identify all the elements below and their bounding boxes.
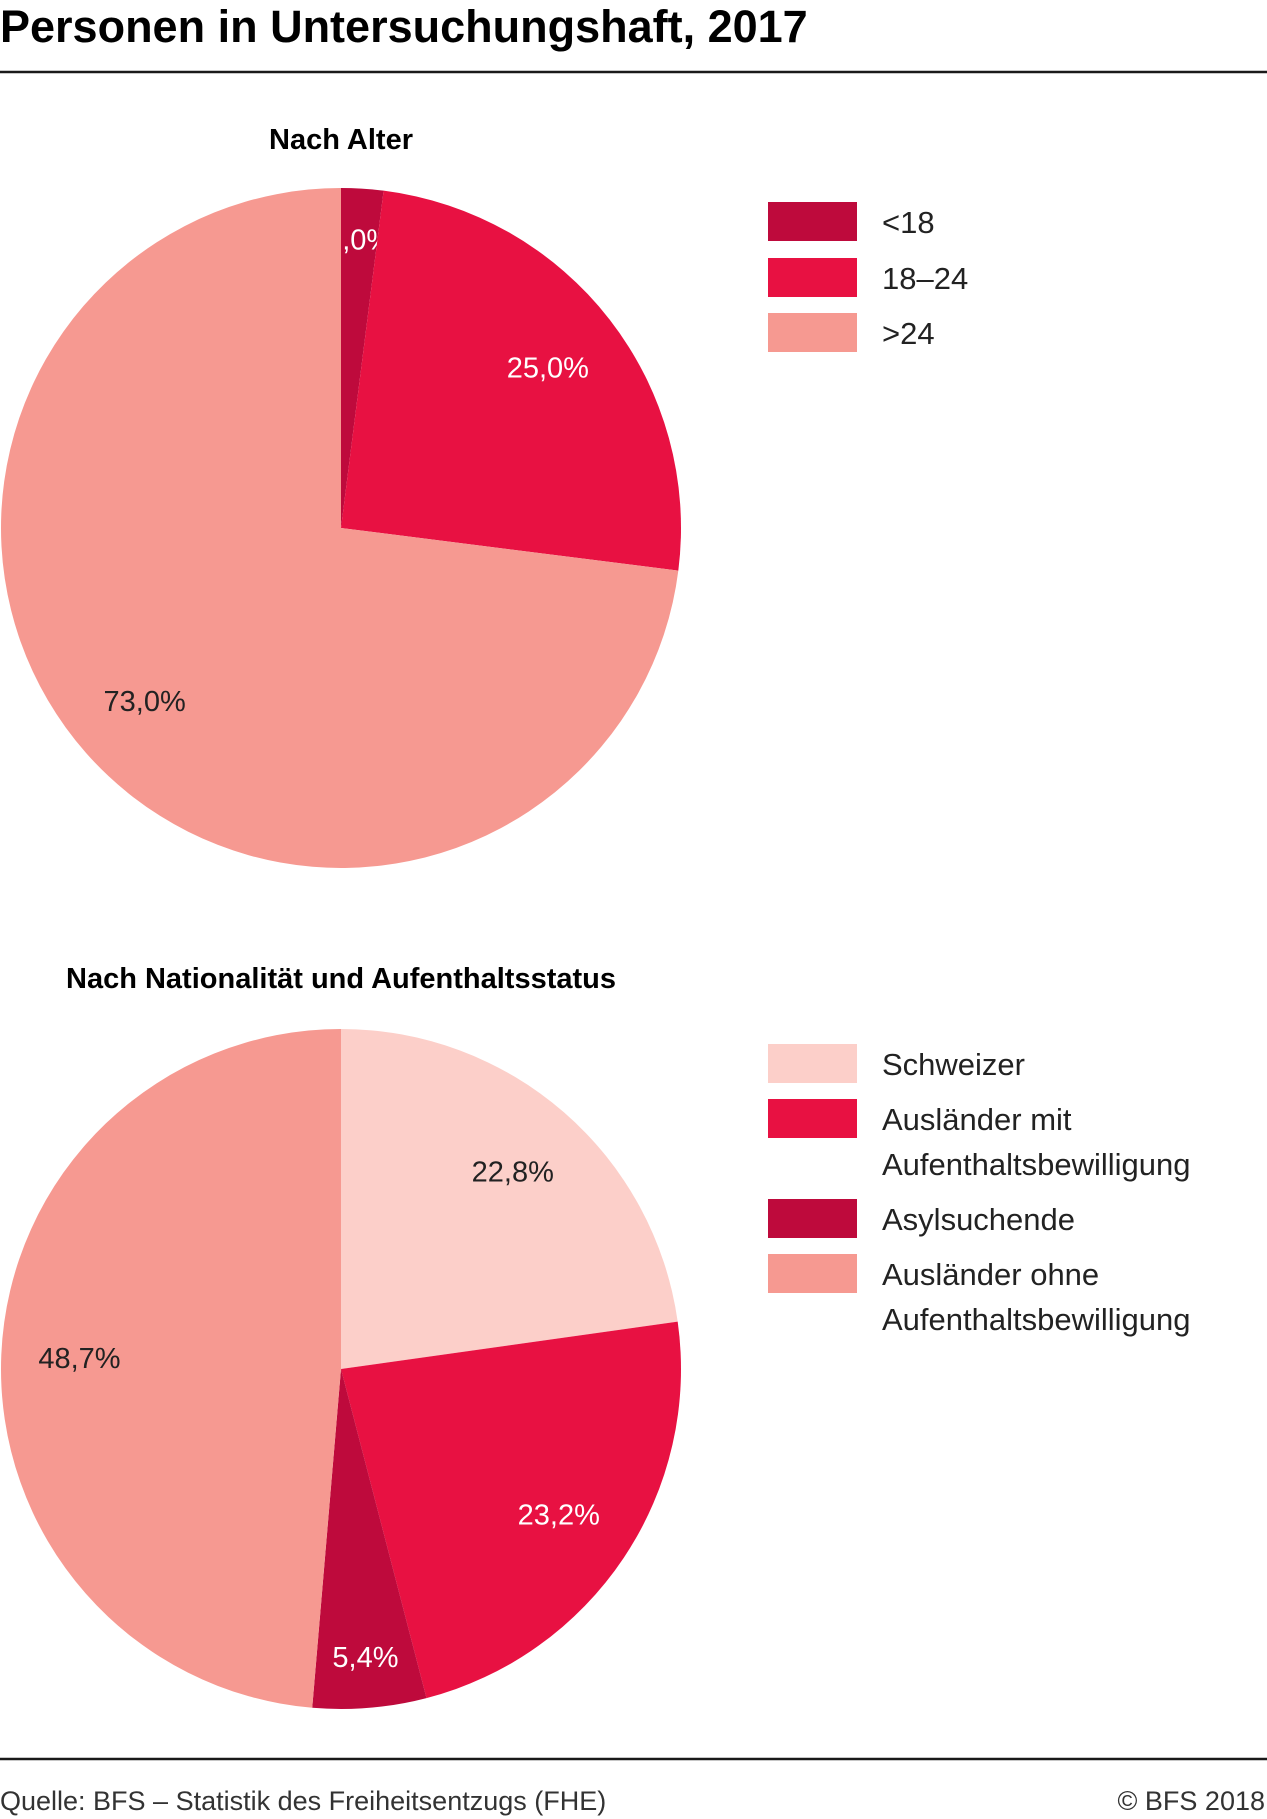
pie-slice <box>341 188 384 528</box>
legend-age: <18 18–24 >24 <box>768 202 968 352</box>
pie-slice <box>341 1029 678 1369</box>
source-note: Quelle: BFS – Statistik des Freiheitsent… <box>0 1786 606 1816</box>
legend-label: Ausländer mit <box>882 1102 1072 1137</box>
pie2-title: Nach Nationalität und Aufenthaltsstatus <box>66 963 616 995</box>
data-label: 23,2% <box>518 1499 600 1531</box>
pie1-title: Nach Alter <box>269 124 413 156</box>
data-label: 73,0% <box>104 686 186 718</box>
legend-label: 18–24 <box>882 261 968 296</box>
legend-nationality: Schweizer Ausländer mit Aufenthaltsbewilli… <box>768 1044 1191 1337</box>
legend-swatch <box>768 1099 857 1138</box>
legend-label: <18 <box>882 205 935 240</box>
legend-label: Aufenthaltsbewilligung <box>882 1302 1191 1337</box>
pie-slice <box>1 1029 341 1708</box>
data-label: 48,7% <box>38 1343 120 1375</box>
pie-age: 2,0%25,0%73,0% <box>0 188 681 868</box>
pie-slice <box>312 1369 427 1709</box>
legend-label: Ausländer ohne <box>882 1257 1099 1292</box>
data-label: 25,0% <box>507 353 589 385</box>
legend-swatch <box>768 1044 857 1083</box>
data-label: 22,8% <box>472 1156 554 1188</box>
data-label: 5,4% <box>332 1642 398 1674</box>
legend-swatch <box>768 202 857 241</box>
legend-label: Aufenthaltsbewilligung <box>882 1147 1191 1182</box>
legend-swatch <box>768 1254 857 1293</box>
copyright: © BFS 2018 <box>1118 1786 1265 1816</box>
legend-label: >24 <box>882 316 935 351</box>
chart-title: Personen in Untersuchungshaft, 2017 <box>0 1 808 52</box>
legend-swatch <box>768 258 857 297</box>
legend-swatch <box>768 1199 857 1238</box>
pie-slice <box>0 188 679 868</box>
legend-label: Asylsuchende <box>882 1202 1075 1237</box>
legend-swatch <box>768 313 857 352</box>
pie-slice <box>341 1321 681 1699</box>
legend-label: Schweizer <box>882 1047 1025 1082</box>
pie-nationality: 22,8% 23,2% 5,4% 48,7% <box>1 1029 681 1709</box>
pie-slice <box>341 190 681 571</box>
